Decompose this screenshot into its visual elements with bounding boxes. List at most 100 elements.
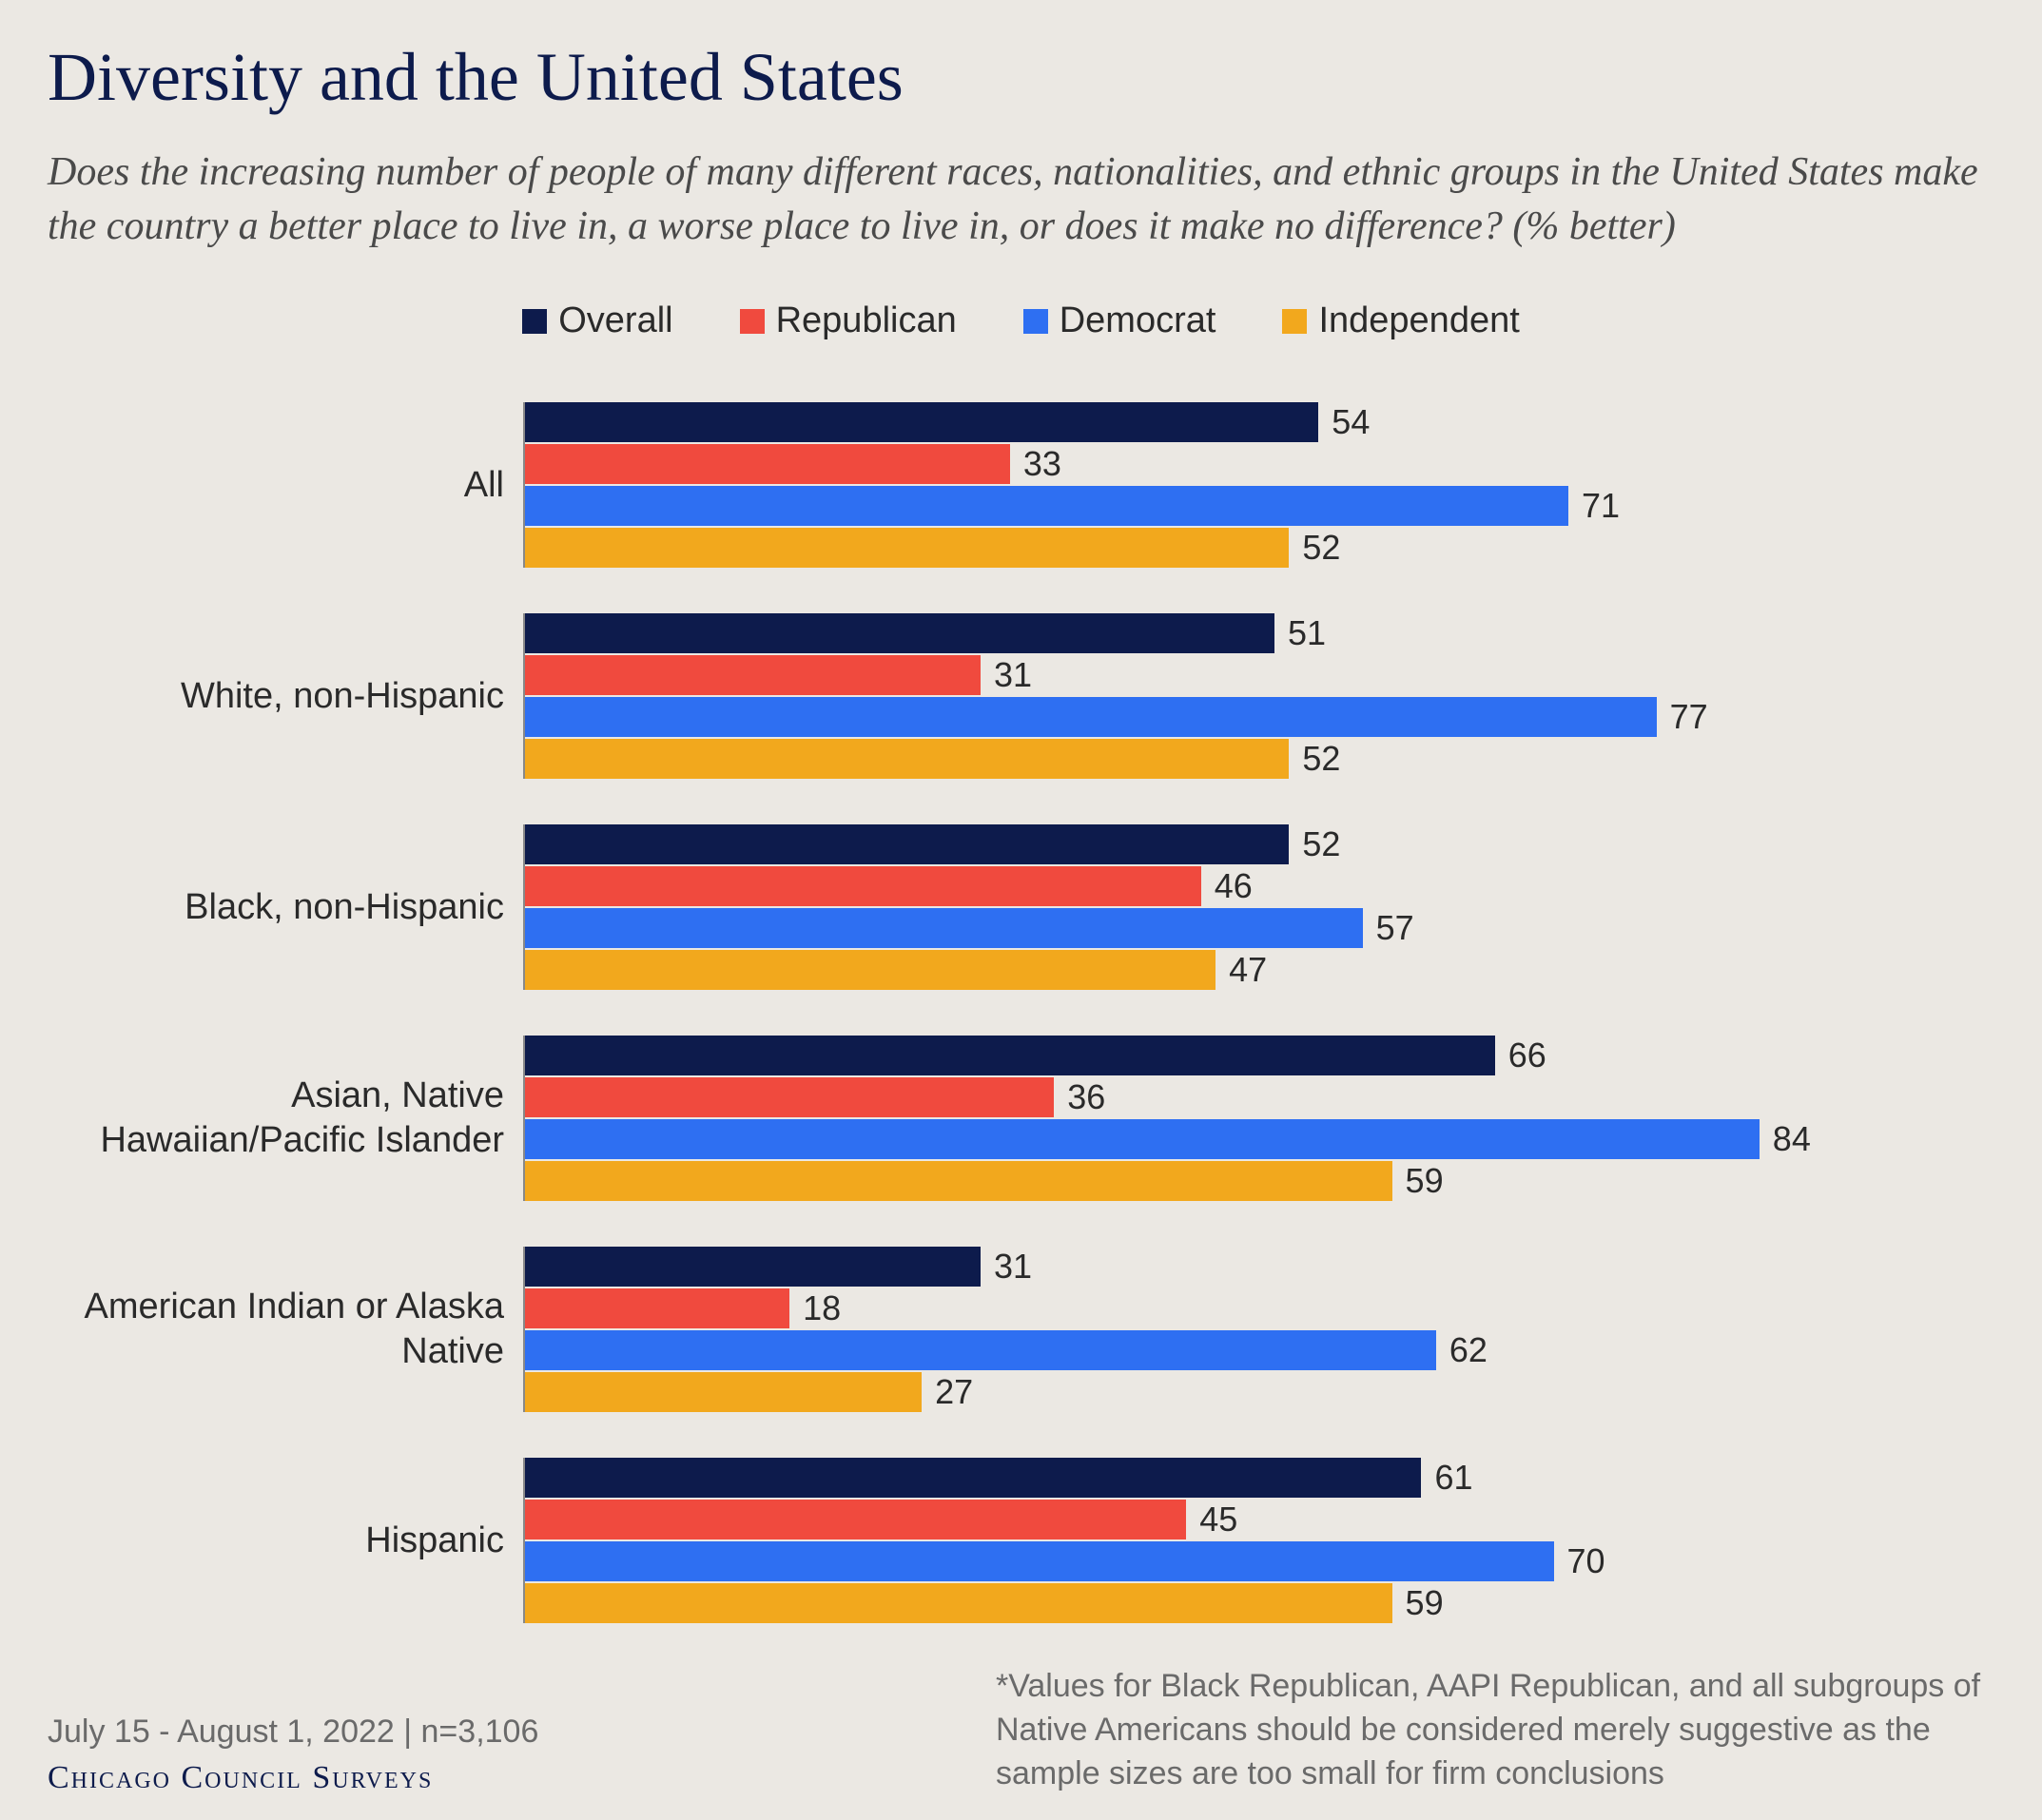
bar-row: 84 <box>525 1119 1994 1159</box>
legend-swatch <box>1282 309 1307 334</box>
bar <box>525 1541 1554 1581</box>
bar <box>525 528 1289 568</box>
group-bars: 54 33 71 52 <box>523 402 1994 568</box>
bar-row: 27 <box>525 1372 1994 1412</box>
chart-group: American Indian or Alaska Native 31 18 62 27 <box>48 1224 1994 1435</box>
bar-value: 33 <box>1023 444 1061 484</box>
group-bars: 31 18 62 27 <box>523 1247 1994 1412</box>
group-label: Asian, Native Hawaiian/Pacific Islander <box>48 1074 523 1164</box>
bar-row: 46 <box>525 866 1994 906</box>
chart-title: Diversity and the United States <box>48 38 1994 117</box>
bar <box>525 1458 1421 1498</box>
source-text: Chicago Council Surveys <box>48 1760 538 1796</box>
chart-subtitle: Does the increasing number of people of … <box>48 145 1994 253</box>
legend-item: Republican <box>740 300 957 341</box>
bar-value: 47 <box>1229 950 1267 990</box>
bar <box>525 1077 1054 1117</box>
bar-value: 61 <box>1434 1458 1472 1498</box>
legend-item: Democrat <box>1023 300 1216 341</box>
group-bars: 66 36 8459 <box>523 1036 1994 1201</box>
chart-group: Asian, Native Hawaiian/Pacific Islander6… <box>48 1013 1994 1224</box>
bar-value: 59 <box>1406 1583 1444 1623</box>
bar-value: 18 <box>803 1288 841 1328</box>
chart-footer: July 15 - August 1, 2022 | n=3,106 Chica… <box>48 1665 1994 1796</box>
bar-row: 52 <box>525 528 1994 568</box>
bar-row: 52 <box>525 739 1994 779</box>
bar-value: 62 <box>1449 1330 1488 1370</box>
bar <box>525 739 1289 779</box>
bar-row: 51 <box>525 613 1994 653</box>
bar-row: 36 <box>525 1077 1994 1117</box>
bar-value: 46 <box>1215 866 1253 906</box>
chart-group: Black, non-Hispanic 52 46 57 47 <box>48 802 1994 1013</box>
legend-label: Overall <box>558 300 672 341</box>
bar-row: 52 <box>525 824 1994 864</box>
bar-row: 62 <box>525 1330 1994 1370</box>
bar-value: 52 <box>1302 824 1340 864</box>
bar-row: 31 <box>525 1247 1994 1287</box>
bar-value: 84 <box>1773 1119 1811 1159</box>
legend-swatch <box>1023 309 1048 334</box>
bar-value: 31 <box>994 655 1032 695</box>
bar-row: 33 <box>525 444 1994 484</box>
bar-value: 52 <box>1302 739 1340 779</box>
group-label: Black, non-Hispanic <box>48 885 523 931</box>
bar-value: 31 <box>994 1247 1032 1287</box>
bar <box>525 1288 789 1328</box>
group-bars: 51 31 77 52 <box>523 613 1994 779</box>
group-bars: 52 46 57 47 <box>523 824 1994 990</box>
legend-item: Overall <box>522 300 672 341</box>
bar <box>525 1372 922 1412</box>
bar <box>525 402 1318 442</box>
bar-value: 51 <box>1288 613 1326 653</box>
bar-row: 47 <box>525 950 1994 990</box>
bar <box>525 1161 1392 1201</box>
bar-row: 18 <box>525 1288 1994 1328</box>
group-label: Hispanic <box>48 1519 523 1564</box>
bar <box>525 1583 1392 1623</box>
bar-value: 36 <box>1067 1077 1105 1117</box>
legend-swatch <box>522 309 547 334</box>
group-label: All <box>48 463 523 509</box>
bar-value: 77 <box>1670 697 1708 737</box>
footer-left: July 15 - August 1, 2022 | n=3,106 Chica… <box>48 1714 538 1796</box>
legend-item: Independent <box>1282 300 1519 341</box>
bar-row: 45 <box>525 1500 1994 1539</box>
bar-row: 61 <box>525 1458 1994 1498</box>
date-sample-text: July 15 - August 1, 2022 | n=3,106 <box>48 1714 538 1751</box>
footer-note: *Values for Black Republican, AAPI Repub… <box>996 1665 1994 1796</box>
chart-group: Hispanic61457059 <box>48 1435 1994 1646</box>
group-label: American Indian or Alaska Native <box>48 1285 523 1375</box>
bar-row: 59 <box>525 1583 1994 1623</box>
bar <box>525 486 1568 526</box>
bar-value: 27 <box>935 1372 973 1412</box>
bar <box>525 1330 1436 1370</box>
bar-value: 54 <box>1332 402 1370 442</box>
bar-row: 70 <box>525 1541 1994 1581</box>
bar <box>525 1036 1495 1075</box>
bar-row: 77 <box>525 697 1994 737</box>
group-label: White, non-Hispanic <box>48 674 523 720</box>
chart-body: All54337152White, non-Hispanic51317752Bl… <box>48 379 1994 1646</box>
bar-row: 71 <box>525 486 1994 526</box>
bar-row: 57 <box>525 908 1994 948</box>
bar-row: 31 <box>525 655 1994 695</box>
bar-row: 59 <box>525 1161 1994 1201</box>
chart-group: All 54 33 71 52 <box>48 379 1994 591</box>
bar <box>525 697 1657 737</box>
group-bars: 61457059 <box>523 1458 1994 1623</box>
legend-swatch <box>740 309 765 334</box>
legend-label: Independent <box>1318 300 1519 341</box>
bar <box>525 950 1215 990</box>
bar-value: 52 <box>1302 528 1340 568</box>
bar-value: 57 <box>1376 908 1414 948</box>
legend-label: Democrat <box>1060 300 1216 341</box>
bar-row: 54 <box>525 402 1994 442</box>
bar <box>525 866 1201 906</box>
bar <box>525 444 1010 484</box>
bar <box>525 1247 981 1287</box>
bar-value: 66 <box>1508 1036 1546 1075</box>
bar-value: 71 <box>1582 486 1620 526</box>
bar <box>525 655 981 695</box>
chart-group: White, non-Hispanic 51 31 77 52 <box>48 591 1994 802</box>
